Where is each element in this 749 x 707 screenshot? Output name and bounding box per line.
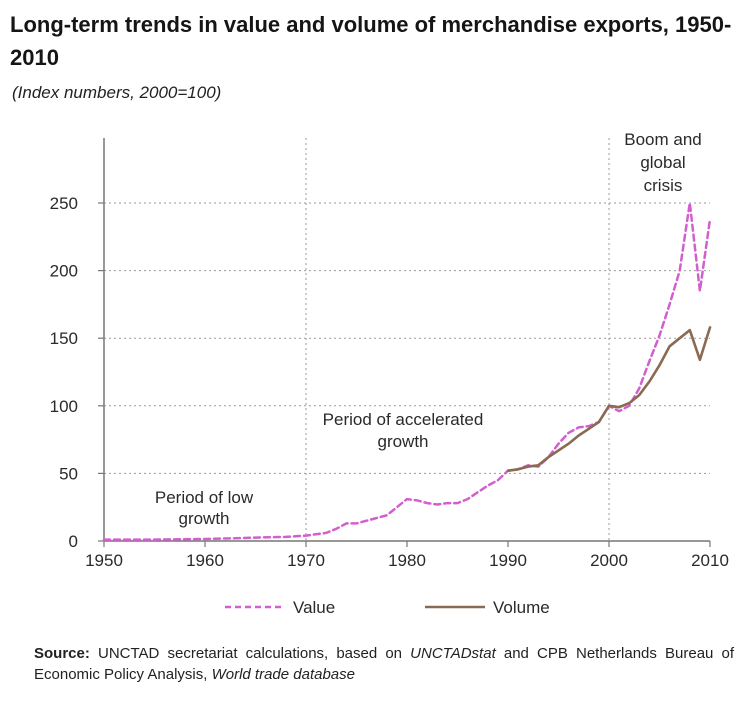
- annotation-3-line-3: crisis: [644, 176, 683, 195]
- x-tick-label-1990: 1990: [489, 551, 527, 570]
- y-tick-label-50: 50: [59, 464, 78, 483]
- x-tick-label-1970: 1970: [287, 551, 325, 570]
- annotation-2-line-1: Period of accelerated: [323, 410, 484, 429]
- x-tick-label-1950: 1950: [85, 551, 123, 570]
- annotation-3-line-2: global: [640, 153, 685, 172]
- source-text-1: UNCTAD secretariat calculations, based o…: [98, 645, 403, 662]
- y-tick-label-200: 200: [50, 262, 78, 281]
- y-tick-label-0: 0: [69, 532, 78, 551]
- legend-label-volume: Volume: [493, 598, 550, 617]
- line-chart: 0 50 100 150 200 250 1950 1960 1970 1980 1990 2000 2…: [50, 130, 729, 617]
- source-note: Source: UNCTAD secretariat calculations,…: [34, 643, 734, 685]
- chart-subtitle: (Index numbers, 2000=100): [12, 83, 222, 102]
- annotation-1-line-2: growth: [178, 509, 229, 528]
- x-tick-label-1980: 1980: [388, 551, 426, 570]
- legend-label-value: Value: [293, 598, 335, 617]
- x-tick-label-2000: 2000: [590, 551, 628, 570]
- series-line-volume: [506, 326, 712, 473]
- source-italic-2: World trade database: [211, 666, 355, 683]
- x-tick-label-2010: 2010: [691, 551, 729, 570]
- x-tick-label-1960: 1960: [186, 551, 224, 570]
- source-label: Source:: [34, 645, 90, 662]
- source-italic-1: UNCTADstat: [410, 645, 496, 662]
- annotation-2-line-2: growth: [377, 432, 428, 451]
- y-tick-label-150: 150: [50, 329, 78, 348]
- series-line-value: [102, 201, 712, 541]
- annotation-3-line-1: Boom and: [624, 130, 702, 149]
- y-tick-label-100: 100: [50, 397, 78, 416]
- source-text-2: and CPB Netherlands Bureau of Economic P…: [34, 645, 735, 683]
- y-tick-label-250: 250: [50, 194, 78, 213]
- chart-title: Long-term trends in value and volume of …: [10, 12, 732, 70]
- annotation-1-line-1: Period of low: [155, 488, 254, 507]
